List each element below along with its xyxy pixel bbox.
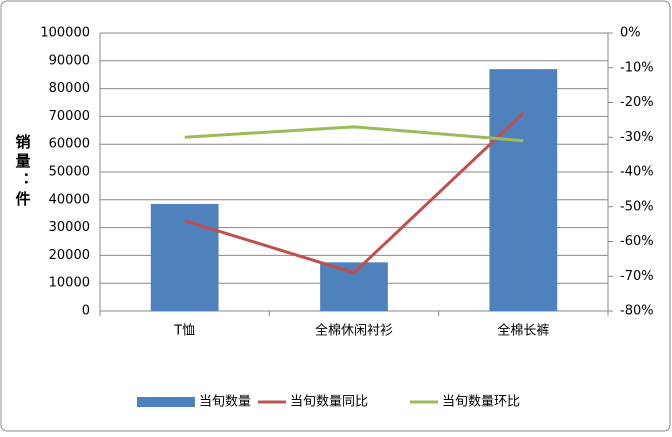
line bbox=[184, 125, 524, 143]
y-tick-label: 100000 bbox=[40, 26, 90, 41]
y2-tick-label: -30% bbox=[620, 130, 654, 145]
y-tick-label: 60000 bbox=[49, 137, 90, 152]
y-tick-label: 20000 bbox=[49, 248, 90, 263]
y2-tick-label: 0% bbox=[620, 26, 641, 41]
y-tick-label: 70000 bbox=[49, 109, 90, 124]
x-tick-label: T恤 bbox=[173, 324, 195, 339]
y-tick-label: 10000 bbox=[49, 276, 90, 291]
y2-tick-label: -50% bbox=[620, 199, 654, 214]
y-tick-label: 50000 bbox=[49, 165, 90, 180]
y-tick-label: 0 bbox=[82, 304, 90, 319]
y-tick-label: 80000 bbox=[49, 81, 90, 96]
y-tick-label: 40000 bbox=[49, 192, 90, 207]
y-tick-label: 90000 bbox=[49, 53, 90, 68]
legend-label: 当旬数量 bbox=[199, 395, 251, 410]
line bbox=[184, 111, 525, 275]
y-axis-label: 销量：件 bbox=[14, 133, 32, 210]
y2-tick-label: -40% bbox=[620, 165, 654, 180]
legend-label: 当旬数量同比 bbox=[290, 395, 368, 410]
bar bbox=[489, 69, 558, 311]
y-tick-label: 30000 bbox=[49, 220, 90, 235]
legend-swatch bbox=[137, 397, 195, 407]
x-tick-label: 全棉休闲衬衫 bbox=[315, 323, 393, 339]
y2-tick-label: -10% bbox=[620, 60, 654, 75]
y2-tick-label: -70% bbox=[620, 269, 654, 284]
y2-tick-label: -20% bbox=[620, 95, 654, 110]
y2-tick-label: -60% bbox=[620, 234, 654, 249]
legend-label: 当旬数量环比 bbox=[442, 395, 520, 410]
x-tick-label: 全棉长裤 bbox=[497, 323, 549, 339]
bar bbox=[150, 203, 219, 311]
bar bbox=[320, 262, 388, 311]
y2-tick-label: -80% bbox=[620, 304, 654, 319]
